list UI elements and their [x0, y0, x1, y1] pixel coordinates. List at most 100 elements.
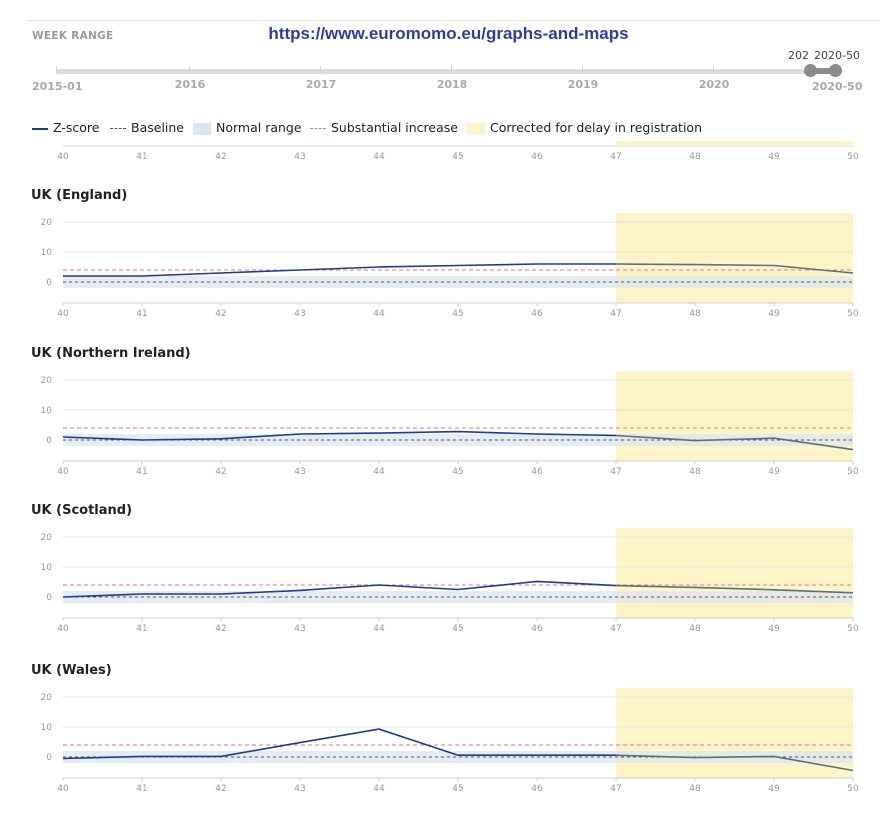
- x-tick-label: 47: [610, 309, 621, 319]
- zscore-line-corrected: [615, 754, 854, 772]
- normal-range-swatch: [193, 122, 211, 135]
- legend-normal-range-label: Normal range: [216, 120, 302, 135]
- week-range-selected: [810, 68, 835, 74]
- x-tick-label: 47: [610, 467, 621, 477]
- top-axis-tick-label: 49: [768, 152, 780, 162]
- legend-corrected-label: Corrected for delay in registration: [490, 120, 702, 135]
- x-tick-label: 45: [452, 624, 463, 634]
- y-tick-label: 10: [41, 563, 53, 573]
- y-tick-label: 20: [41, 533, 53, 543]
- x-tick-label: 49: [768, 624, 780, 634]
- range-end-label: 2020-50: [812, 80, 863, 93]
- week-range-label: WEEK RANGE: [32, 30, 114, 42]
- panel-title: UK (England): [31, 188, 127, 203]
- handle-start-label: 202: [788, 49, 809, 62]
- x-tick-label: 46: [531, 309, 543, 319]
- legend-corrected[interactable]: Corrected for delay in registration: [467, 120, 702, 135]
- top-divider: [27, 20, 880, 21]
- top-axis-tick-label: 43: [294, 152, 305, 162]
- slider-tick: [451, 66, 452, 74]
- panel-title: UK (Scotland): [31, 503, 132, 518]
- x-tick-label: 48: [689, 624, 701, 634]
- corrected-band: [616, 371, 853, 461]
- x-tick-label: 41: [136, 309, 147, 319]
- x-tick-label: 45: [452, 309, 463, 319]
- slider-tick: [713, 66, 714, 74]
- chart-panel: UK (Scotland) 0 10 20 40 41 42 43 44 45 46 47 48 49 50: [31, 503, 859, 634]
- corrected-band: [616, 528, 853, 618]
- y-tick-label: 20: [41, 218, 53, 228]
- baseline-swatch: [110, 128, 126, 129]
- top-axis-tick-label: 41: [136, 152, 147, 162]
- zscore-swatch: [32, 127, 48, 130]
- x-tick-label: 44: [373, 467, 385, 477]
- substantial-swatch: [310, 128, 326, 129]
- slider-year-label: 2018: [436, 78, 468, 91]
- legend-normal-range[interactable]: Normal range: [193, 120, 302, 135]
- zscore-line: [62, 580, 617, 598]
- x-tick-label: 41: [136, 467, 147, 477]
- x-tick-label: 41: [136, 784, 147, 794]
- chart-panel: UK (Northern Ireland) 0 10 20 40 41 42 43 44 45 46…: [31, 346, 859, 477]
- y-tick-label: 10: [41, 406, 53, 416]
- week-range-slider-track[interactable]: [56, 69, 836, 74]
- x-tick-label: 47: [610, 784, 621, 794]
- x-tick-label: 43: [294, 624, 305, 634]
- top-axis-tick-label: 40: [57, 152, 69, 162]
- legend-baseline[interactable]: Baseline: [110, 120, 184, 135]
- x-tick-label: 40: [57, 467, 69, 477]
- x-tick-label: 45: [452, 784, 463, 794]
- legend-substantial-label: Substantial increase: [331, 120, 458, 135]
- x-tick-label: 49: [768, 784, 780, 794]
- x-tick-label: 44: [373, 309, 385, 319]
- slider-year-label: 2020: [698, 78, 730, 91]
- y-tick-label: 10: [41, 723, 53, 733]
- legend-zscore[interactable]: Z-score: [32, 120, 99, 135]
- top-axis-tick-label: 42: [215, 152, 226, 162]
- x-tick-label: 50: [847, 784, 859, 794]
- x-tick-label: 42: [215, 309, 226, 319]
- x-tick-label: 43: [294, 784, 305, 794]
- url-banner: https://www.euromomo.eu/graphs-and-maps: [268, 24, 629, 43]
- range-start-label: 2015-01: [32, 80, 83, 93]
- y-tick-label: 0: [46, 753, 52, 763]
- x-tick-label: 50: [847, 309, 859, 319]
- x-tick-label: 40: [57, 309, 69, 319]
- x-tick-label: 44: [373, 784, 385, 794]
- chart-panel: UK (England) 0 10 20 40 41 42 43 44 45 46 47 48 49 50: [31, 188, 859, 319]
- x-tick-label: 46: [531, 467, 543, 477]
- legend-zscore-label: Z-score: [53, 120, 100, 135]
- slider-year-label: 2016: [174, 78, 206, 91]
- y-tick-label: 0: [46, 278, 52, 288]
- legend-baseline-label: Baseline: [131, 120, 184, 135]
- y-tick-label: 0: [46, 593, 52, 603]
- y-tick-label: 20: [41, 693, 53, 703]
- x-tick-label: 50: [847, 467, 859, 477]
- legend-substantial[interactable]: Substantial increase: [310, 120, 458, 135]
- x-tick-label: 47: [610, 624, 621, 634]
- zscore-line: [62, 430, 617, 441]
- top-axis-tick-label: 44: [373, 152, 385, 162]
- x-tick-label: 41: [136, 624, 147, 634]
- zscore-line: [62, 728, 616, 760]
- x-tick-label: 40: [57, 784, 69, 794]
- x-tick-label: 42: [215, 784, 226, 794]
- range-end-handle[interactable]: [829, 64, 842, 77]
- x-tick-label: 43: [294, 309, 305, 319]
- top-axis-tick-label: 47: [610, 152, 621, 162]
- y-tick-label: 20: [41, 376, 53, 386]
- slider-tick: [582, 66, 583, 74]
- handle-end-label: 2020-50: [814, 49, 860, 62]
- x-tick-label: 50: [847, 624, 859, 634]
- top-axis-tick-label: 45: [452, 152, 463, 162]
- range-start-handle[interactable]: [804, 64, 817, 77]
- panel-title: UK (Northern Ireland): [31, 346, 191, 361]
- top-axis-tick-label: 50: [847, 152, 859, 162]
- slider-tick: [189, 66, 190, 74]
- x-tick-label: 49: [768, 309, 780, 319]
- zscore-line-corrected: [615, 584, 854, 594]
- slider-tick: [56, 66, 57, 74]
- x-tick-label: 44: [373, 624, 385, 634]
- y-tick-label: 10: [41, 248, 53, 258]
